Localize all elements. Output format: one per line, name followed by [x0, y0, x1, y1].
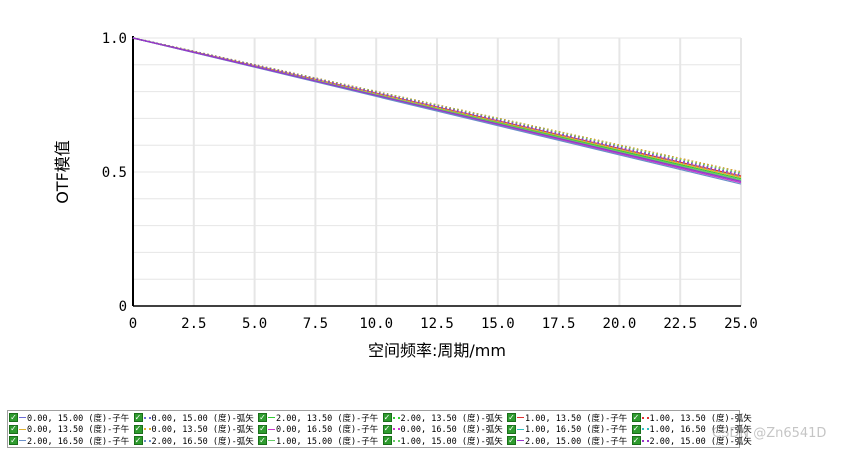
legend-swatch: [143, 416, 151, 419]
x-tick-label: 17.5: [542, 316, 576, 332]
x-tick-label: 12.5: [420, 316, 454, 332]
x-tick-label: 25.0: [724, 316, 758, 332]
checkbox-icon[interactable]: ✓: [133, 412, 143, 422]
legend-label: 0.00, 16.50 (度)-弧矢: [400, 425, 503, 435]
legend-label: 1.00, 16.50 (度)-弧矢: [649, 425, 752, 435]
legend-swatch: [19, 417, 26, 418]
legend-label: 0.00, 15.00 (度)-弧矢: [151, 413, 254, 424]
legend-swatch: [268, 428, 275, 430]
legend-item[interactable]: ✓ 2.00, 15.00 (度)-弧矢: [631, 435, 752, 447]
x-tick-label: 5.0: [242, 316, 267, 332]
checkbox-icon[interactable]: ✓: [507, 435, 516, 445]
legend-swatch: [517, 417, 524, 418]
checkbox-icon[interactable]: ✓: [258, 424, 267, 434]
y-tick-label: 0.5: [102, 165, 127, 181]
y-tick-label: 0: [119, 299, 127, 315]
checkbox-icon[interactable]: ✓: [9, 412, 18, 422]
checkbox-icon[interactable]: ✓: [631, 412, 641, 422]
legend-label: 1.00, 16.50 (度)-子午: [525, 425, 628, 435]
legend-swatch: [641, 428, 649, 430]
checkbox-icon[interactable]: ✓: [9, 424, 18, 434]
legend-item[interactable]: ✓ 2.00, 13.50 (度)-子午: [258, 412, 379, 424]
checkbox-icon[interactable]: ✓: [382, 435, 392, 445]
legend-swatch: [143, 428, 151, 430]
checkbox-icon[interactable]: ✓: [382, 424, 392, 434]
legend-label: 2.00, 13.50 (度)-子午: [276, 413, 379, 424]
checkbox-icon[interactable]: ✓: [382, 412, 392, 422]
legend-item[interactable]: ✓ 1.00, 13.50 (度)-弧矢: [631, 412, 752, 424]
x-tick-label: 7.5: [303, 316, 328, 332]
legend-swatch: [392, 439, 400, 442]
legend-swatch: [19, 428, 26, 430]
legend-label: 0.00, 16.50 (度)-子午: [276, 425, 379, 435]
legend-item[interactable]: ✓ 0.00, 15.00 (度)-弧矢: [133, 412, 254, 424]
legend-item[interactable]: ✓ 0.00, 16.50 (度)-子午: [258, 424, 378, 435]
legend-item[interactable]: ✓ 1.00, 16.50 (度)-弧矢: [631, 424, 752, 435]
series-line: [132, 37, 742, 182]
legend: ✓ 0.00, 15.00 (度)-子午 ✓ 0.00, 15.00 (度)-弧矢 ✓ 2…: [7, 410, 752, 448]
legend-label: 0.00, 13.50 (度)-子午: [27, 425, 130, 435]
legend-swatch: [268, 440, 275, 441]
legend-swatch: [517, 428, 524, 430]
legend-item[interactable]: ✓ 2.00, 16.50 (度)-弧矢: [133, 435, 254, 447]
y-tick-label: 1.0: [102, 31, 127, 47]
checkbox-icon[interactable]: ✓: [507, 412, 516, 422]
checkbox-icon[interactable]: ✓: [9, 435, 18, 445]
otf-chart: 0 2.5 5.0 7.5 10.0 12.5 15.0 17.5 20.0 22.5 25.0 0 0…: [53, 31, 758, 360]
x-tick-label: 15.0: [481, 316, 515, 332]
x-axis-title: 空间频率:周期/mm: [368, 341, 506, 360]
x-tick-label: 22.5: [663, 316, 697, 332]
x-tick-label: 2.5: [181, 316, 206, 332]
checkbox-icon[interactable]: ✓: [631, 435, 641, 445]
legend-label: 2.00, 15.00 (度)-弧矢: [649, 436, 752, 447]
legend-swatch: [268, 417, 275, 418]
legend-label: 1.00, 15.00 (度)-子午: [276, 436, 379, 447]
checkbox-icon[interactable]: ✓: [258, 412, 267, 422]
legend-item[interactable]: ✓ 2.00, 16.50 (度)-子午: [9, 435, 130, 447]
legend-swatch: [19, 440, 26, 441]
legend-item[interactable]: ✓ 0.00, 13.50 (度)-子午: [9, 424, 129, 435]
legend-item[interactable]: ✓ 2.00, 13.50 (度)-弧矢: [382, 412, 503, 424]
legend-item[interactable]: ✓ 2.00, 15.00 (度)-子午: [507, 435, 628, 447]
legend-swatch: [517, 440, 524, 441]
legend-label: 2.00, 13.50 (度)-弧矢: [400, 413, 503, 424]
legend-item[interactable]: ✓ 1.00, 16.50 (度)-子午: [507, 424, 627, 435]
watermark: CSDN @Zn6541D: [712, 426, 827, 441]
legend-item[interactable]: ✓ 0.00, 15.00 (度)-子午: [9, 412, 130, 424]
x-tick-label: 10.0: [359, 316, 393, 332]
checkbox-icon[interactable]: ✓: [631, 424, 641, 434]
checkbox-icon[interactable]: ✓: [133, 424, 143, 434]
legend-label: 2.00, 15.00 (度)-子午: [525, 436, 628, 447]
x-tick-label: 0: [129, 316, 137, 332]
legend-label: 1.00, 13.50 (度)-子午: [525, 413, 628, 424]
legend-label: 0.00, 15.00 (度)-子午: [27, 413, 130, 424]
legend-label: 1.00, 13.50 (度)-弧矢: [649, 413, 752, 424]
legend-label: 0.00, 13.50 (度)-弧矢: [151, 425, 254, 435]
legend-item[interactable]: ✓ 1.00, 13.50 (度)-子午: [507, 412, 628, 424]
legend-item[interactable]: ✓ 0.00, 16.50 (度)-弧矢: [382, 424, 503, 435]
legend-item[interactable]: ✓ 1.00, 15.00 (度)-子午: [258, 435, 379, 447]
legend-swatch: [641, 416, 649, 419]
y-axis-title: OTF模值: [53, 140, 72, 204]
legend-label: 1.00, 15.00 (度)-弧矢: [400, 436, 503, 447]
checkbox-icon[interactable]: ✓: [258, 435, 267, 445]
legend-swatch: [641, 439, 649, 442]
legend-swatch: [392, 416, 400, 419]
checkbox-icon[interactable]: ✓: [507, 424, 516, 434]
x-tick-label: 20.0: [603, 316, 637, 332]
legend-label: 2.00, 16.50 (度)-弧矢: [151, 436, 254, 447]
legend-swatch: [143, 439, 151, 442]
checkbox-icon[interactable]: ✓: [133, 435, 143, 445]
legend-label: 2.00, 16.50 (度)-子午: [27, 436, 130, 447]
legend-item[interactable]: ✓ 0.00, 13.50 (度)-弧矢: [133, 424, 254, 435]
legend-swatch: [392, 428, 400, 430]
legend-item[interactable]: ✓ 1.00, 15.00 (度)-弧矢: [382, 435, 503, 447]
